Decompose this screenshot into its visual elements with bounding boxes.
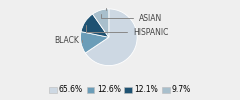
Text: ASIAN: ASIAN — [101, 14, 162, 23]
Wedge shape — [93, 9, 109, 37]
Text: BLACK: BLACK — [55, 36, 82, 44]
Text: HISPANIC: HISPANIC — [86, 25, 168, 37]
Wedge shape — [85, 9, 137, 66]
Wedge shape — [81, 14, 109, 37]
Legend: 65.6%, 12.6%, 12.1%, 9.7%: 65.6%, 12.6%, 12.1%, 9.7% — [46, 82, 194, 98]
Wedge shape — [80, 32, 109, 53]
Text: WHITE: WHITE — [80, 0, 106, 10]
